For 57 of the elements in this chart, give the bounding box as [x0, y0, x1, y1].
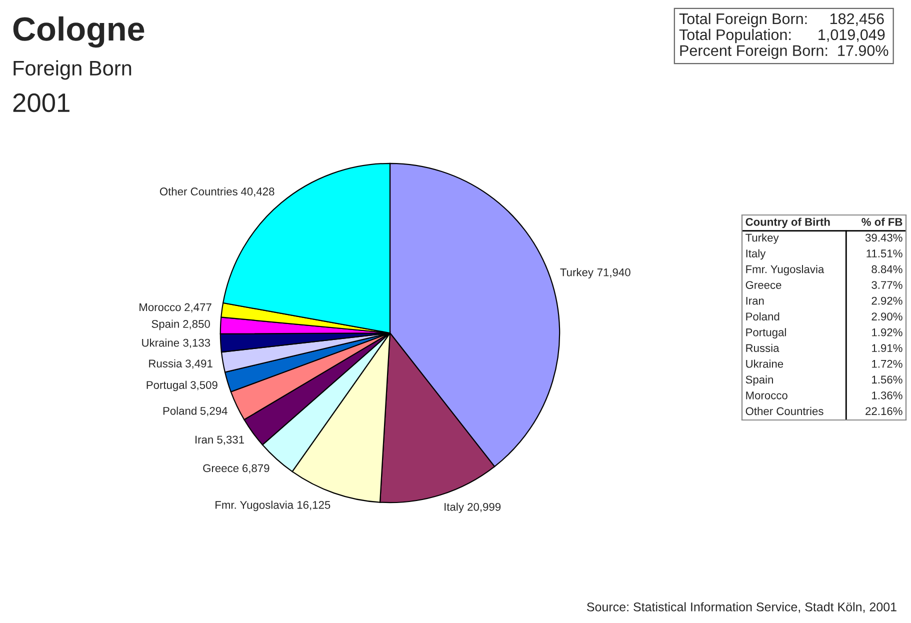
data-label: 5,294 — [200, 406, 228, 416]
category-label: Morocco — [746, 392, 788, 400]
slice-label: Morocco — [140, 303, 181, 312]
category-label: Italy — [746, 249, 766, 260]
text: 11.51% — [866, 250, 902, 258]
text: 1.56% — [872, 376, 902, 384]
category-label: Greece — [746, 281, 782, 289]
text: 39.43% — [865, 234, 902, 242]
text: 22.16% — [866, 407, 902, 416]
category-label: Poland — [746, 312, 780, 320]
text: Total Foreign Born: 182,456 — [679, 12, 884, 28]
data-label: 71,940 — [597, 268, 630, 278]
slice-label: Italy — [444, 502, 464, 514]
slice-label: Russia — [149, 359, 182, 368]
slice-label: Other Countries — [160, 187, 238, 196]
text: 2001 — [13, 93, 70, 112]
chart-title: Cologne — [13, 16, 144, 48]
text: 1.36% — [872, 391, 902, 400]
text: 3.77% — [872, 281, 902, 289]
data-label: 2,477 — [184, 303, 212, 312]
slice-label: Ukraine — [142, 338, 180, 347]
data-label: 3,133 — [183, 338, 210, 348]
text: Total Population: 1,019,049 — [679, 28, 885, 44]
slice-label: Spain — [152, 320, 179, 330]
text: Percent Foreign Born: 17.90% — [680, 44, 888, 60]
category-label: Spain — [746, 375, 773, 386]
slice-label: Poland — [163, 406, 196, 415]
text: 2.90% — [872, 312, 902, 320]
slice-label: Turkey — [560, 268, 594, 278]
data-label: 20,999 — [468, 502, 501, 512]
category-label: Iran — [746, 296, 764, 305]
data-label: 3,491 — [186, 360, 212, 369]
data-label: 40,428 — [240, 188, 274, 197]
category-label: Portugal — [746, 328, 786, 338]
source-note: Source: Statistical Information Service, Stadt Köln, 2001 — [587, 602, 896, 613]
text: % of FB — [862, 218, 902, 226]
text: 8.84% — [872, 265, 902, 274]
slice-label: Fmr. Yugoslavia — [216, 500, 294, 512]
category-label: Fmr. Yugoslavia — [746, 265, 824, 276]
category-label: Ukraine — [746, 360, 784, 368]
category-label: Russia — [746, 344, 780, 352]
data-label: 16,125 — [297, 501, 330, 510]
data-label: 6,879 — [242, 464, 270, 474]
category-label: Other Countries — [746, 406, 824, 416]
text: 1.72% — [872, 360, 902, 368]
slice-label: Iran — [196, 436, 213, 444]
slice-label: Greece — [203, 464, 239, 472]
text: 1.92% — [872, 328, 902, 336]
slice-label: Portugal — [146, 380, 187, 392]
category-label: Turkey — [746, 233, 779, 244]
data-label: 5,331 — [217, 436, 244, 445]
text: 1.91% — [872, 344, 902, 352]
data-label: 2,850 — [183, 320, 210, 330]
text: 2.92% — [872, 296, 902, 305]
text: Country of Birth — [746, 218, 830, 228]
data-label: 3,509 — [190, 381, 218, 390]
chart-subtitle: Foreign Born — [14, 60, 132, 80]
